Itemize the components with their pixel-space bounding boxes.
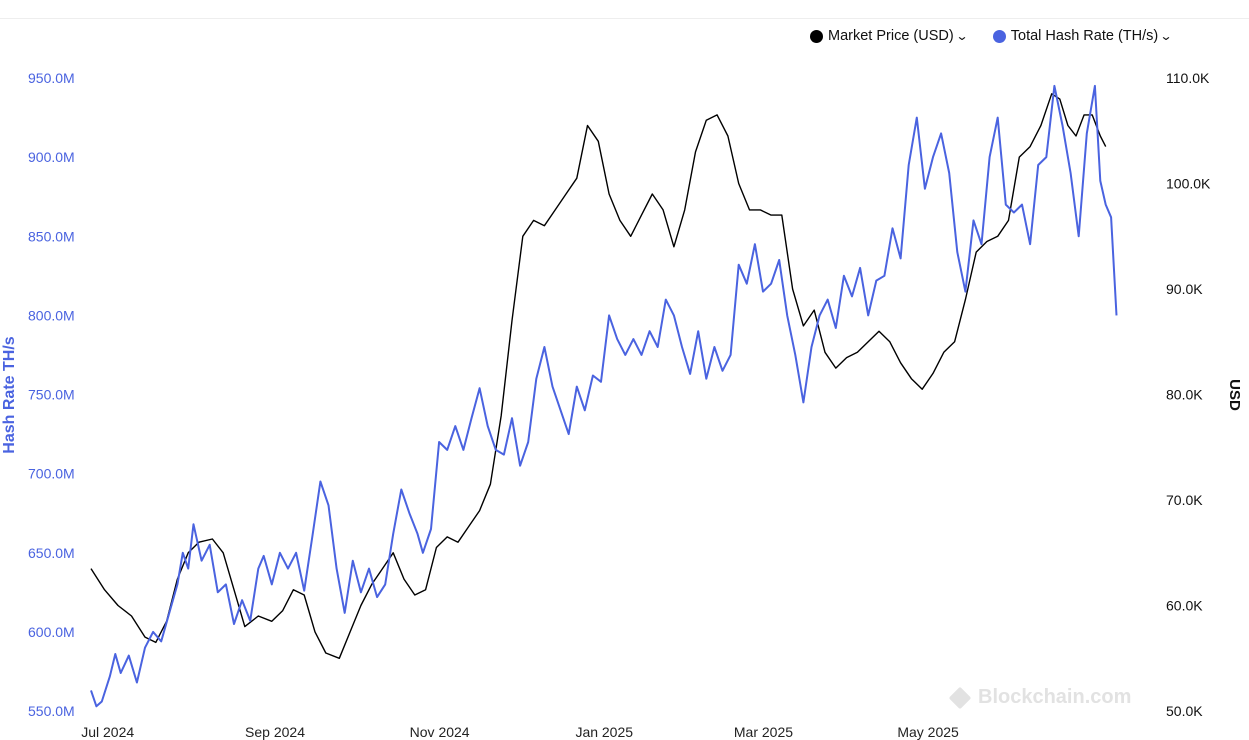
left-tick-label: 950.0M bbox=[28, 70, 75, 86]
left-tick-label: 550.0M bbox=[28, 703, 75, 719]
left-axis-title: Hash Rate TH/s bbox=[1, 336, 18, 453]
watermark-text: Blockchain.com bbox=[978, 686, 1132, 708]
right-tick-label: 60.0K bbox=[1166, 598, 1203, 614]
x-axis-ticks: Jul 2024 Sep 2024 Nov 2024 Jan 2025 Mar 2025… bbox=[81, 724, 959, 740]
left-tick-label: 650.0M bbox=[28, 545, 75, 561]
x-tick-label: Jul 2024 bbox=[81, 724, 134, 740]
legend-item-market-price[interactable]: Market Price (USD) ⌄ bbox=[810, 28, 969, 44]
right-axis-ticks: 50.0K 60.0K 70.0K 80.0K 90.0K 100.0K 110.0K bbox=[1166, 70, 1211, 719]
left-tick-label: 750.0M bbox=[28, 387, 75, 403]
blockchain-logo-icon bbox=[948, 686, 972, 709]
right-tick-label: 110.0K bbox=[1166, 70, 1210, 86]
legend-label-market-price: Market Price (USD) bbox=[828, 28, 954, 44]
right-axis-title: USD bbox=[1226, 379, 1243, 411]
series-layer bbox=[90, 84, 1118, 708]
left-tick-label: 850.0M bbox=[28, 228, 75, 244]
right-tick-label: 100.0K bbox=[1166, 176, 1211, 192]
right-tick-label: 50.0K bbox=[1166, 703, 1203, 719]
left-tick-label: 800.0M bbox=[28, 307, 75, 323]
x-tick-label: Sep 2024 bbox=[245, 724, 305, 740]
hash-rate-series-line bbox=[90, 84, 1118, 708]
hash-rate-dot-icon bbox=[992, 29, 1006, 43]
left-axis-ticks: 550.0M 600.0M 650.0M 700.0M 750.0M 800.0M 850.… bbox=[28, 70, 75, 719]
right-tick-label: 80.0K bbox=[1166, 387, 1203, 403]
top-divider bbox=[0, 18, 1249, 19]
market-price-series-line bbox=[90, 93, 1107, 659]
x-tick-label: Nov 2024 bbox=[410, 724, 470, 740]
right-tick-label: 70.0K bbox=[1166, 492, 1203, 508]
chevron-down-icon[interactable]: ⌄ bbox=[1159, 29, 1173, 43]
x-tick-label: Mar 2025 bbox=[734, 724, 793, 740]
chart-legend: Market Price (USD) ⌄ Total Hash Rate (TH… bbox=[810, 28, 1197, 44]
left-tick-label: 900.0M bbox=[28, 149, 75, 165]
watermark: Blockchain.com bbox=[948, 686, 1132, 709]
left-tick-label: 700.0M bbox=[28, 466, 75, 482]
right-tick-label: 90.0K bbox=[1166, 281, 1203, 297]
legend-label-hash-rate: Total Hash Rate (TH/s) bbox=[1010, 28, 1159, 44]
market-price-dot-icon bbox=[810, 29, 823, 43]
x-tick-label: May 2025 bbox=[897, 724, 959, 740]
x-tick-label: Jan 2025 bbox=[575, 724, 633, 740]
left-tick-label: 600.0M bbox=[28, 624, 75, 640]
legend-item-hash-rate[interactable]: Total Hash Rate (TH/s) ⌄ bbox=[992, 28, 1173, 44]
chevron-down-icon[interactable]: ⌄ bbox=[955, 29, 969, 43]
